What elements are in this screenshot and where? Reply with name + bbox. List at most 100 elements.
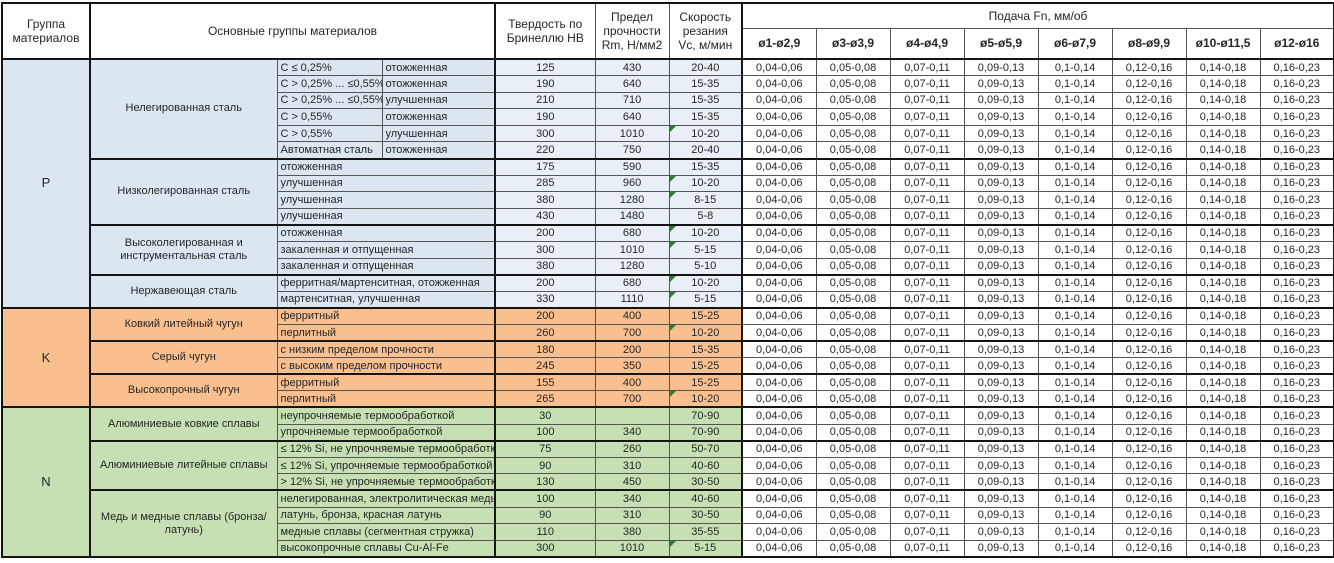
feed-cell: 0,16-0,23 bbox=[1259, 523, 1334, 541]
feed-cell: 0,09-0,13 bbox=[963, 506, 1039, 525]
hardness-cell: 200 bbox=[494, 273, 596, 292]
hardness-cell: 220 bbox=[494, 141, 596, 160]
hardness-cell: 430 bbox=[494, 207, 596, 226]
feed-cell: 0,04-0,06 bbox=[741, 324, 817, 342]
speed-value: 10-20 bbox=[691, 127, 720, 140]
speed-value: 70-90 bbox=[691, 426, 720, 439]
feed-cell: 0,1-0,14 bbox=[1037, 456, 1113, 475]
feed-cell: 0,1-0,14 bbox=[1037, 539, 1113, 558]
hardness-cell: 125 bbox=[494, 58, 596, 77]
hardness-cell: 300 bbox=[494, 539, 596, 558]
speed-cell: 30-50 bbox=[668, 473, 744, 491]
feed-cell: 0,05-0,08 bbox=[815, 75, 891, 93]
feed-cell: 0,12-0,16 bbox=[1111, 357, 1187, 375]
feed-cell: 0,05-0,08 bbox=[815, 390, 891, 408]
feed-cell: 0,12-0,16 bbox=[1111, 157, 1187, 176]
speed-value: 15-35 bbox=[691, 94, 720, 107]
feed-cell: 0,16-0,23 bbox=[1259, 390, 1334, 408]
feed-cell: 0,05-0,08 bbox=[815, 108, 891, 126]
speed-cell: 15-35 bbox=[668, 108, 744, 126]
comment-flag-icon bbox=[670, 292, 676, 298]
feed-cell: 0,04-0,06 bbox=[741, 207, 817, 226]
feed-cell: 0,12-0,16 bbox=[1111, 207, 1187, 226]
feed-cell: 0,14-0,18 bbox=[1185, 108, 1261, 126]
feed-cell: 0,04-0,06 bbox=[741, 141, 817, 160]
feed-cell: 0,16-0,23 bbox=[1259, 506, 1334, 525]
comment-flag-icon bbox=[670, 192, 676, 199]
table-header: Группа материалов Основные группы матери… bbox=[1, 2, 1334, 60]
spec-cell: улучшенная bbox=[276, 174, 496, 193]
strength-cell: 1010 bbox=[594, 124, 670, 143]
subgroup-cell: Нержавеющая сталь bbox=[89, 273, 278, 309]
strength-cell: 710 bbox=[594, 91, 670, 110]
feed-cell: 0,1-0,14 bbox=[1037, 273, 1113, 292]
speed-cell: 10-20 bbox=[668, 223, 744, 243]
feed-cell: 0,07-0,11 bbox=[889, 108, 965, 126]
feed-cell: 0,07-0,11 bbox=[889, 357, 965, 375]
feed-cell: 0,16-0,23 bbox=[1259, 223, 1334, 243]
spec-cell: упрочняемые термообработкой bbox=[276, 423, 496, 442]
feed-cell: 0,07-0,11 bbox=[889, 290, 965, 309]
speed-value: 5-15 bbox=[694, 293, 717, 306]
feed-cell: 0,12-0,16 bbox=[1111, 456, 1187, 475]
spec-cell: ≤ 12% Si, не упрочняемые термообработкой bbox=[276, 439, 496, 458]
feed-cell: 0,04-0,06 bbox=[741, 75, 817, 93]
feed-cell: 0,16-0,23 bbox=[1259, 340, 1334, 359]
feed-cell: 0,1-0,14 bbox=[1037, 340, 1113, 359]
feed-cell: 0,12-0,16 bbox=[1111, 324, 1187, 342]
spec-condition-cell: отожженная bbox=[381, 75, 496, 93]
spec-cell: C ≤ 0,25% bbox=[276, 58, 383, 77]
hardness-cell: 180 bbox=[494, 340, 596, 359]
feed-cell: 0,14-0,18 bbox=[1185, 174, 1261, 193]
feed-cell: 0,1-0,14 bbox=[1037, 290, 1113, 309]
feed-cell: 0,05-0,08 bbox=[815, 91, 891, 110]
strength-cell: 450 bbox=[594, 473, 670, 491]
feed-cell: 0,09-0,13 bbox=[963, 58, 1039, 77]
strength-cell: 1010 bbox=[594, 241, 670, 259]
table-row: латунь, бронза, красная латунь 90 310 30-50… bbox=[2, 506, 1334, 525]
header-feed-title: Подача Fn, мм/об bbox=[741, 2, 1334, 29]
group-cell: P bbox=[1, 58, 91, 309]
strength-cell: 400 bbox=[594, 373, 670, 392]
speed-value: 35-55 bbox=[691, 525, 720, 538]
table-row: Высоколегированная и инструментальная ст… bbox=[2, 223, 1334, 276]
feed-cell: 0,04-0,06 bbox=[741, 157, 817, 176]
feed-cell: 0,07-0,11 bbox=[889, 523, 965, 541]
feed-cell: 0,16-0,23 bbox=[1259, 423, 1334, 442]
comment-flag-icon bbox=[670, 242, 676, 249]
spec-cell: ферритный bbox=[276, 373, 496, 392]
spec-cell: C > 0,55% bbox=[276, 108, 383, 126]
feed-cell: 0,05-0,08 bbox=[815, 191, 891, 209]
strength-cell: 590 bbox=[594, 157, 670, 176]
feed-cell: 0,16-0,23 bbox=[1259, 290, 1334, 309]
feed-cell: 0,09-0,13 bbox=[963, 406, 1039, 425]
speed-cell: 5-8 bbox=[668, 207, 744, 226]
table-row: Серый чугун с низким пределом прочности 18… bbox=[2, 340, 1334, 375]
spec-cell: C > 0,25% ... ≤0,55% bbox=[276, 75, 383, 93]
feed-cell: 0,09-0,13 bbox=[963, 340, 1039, 359]
feed-cell: 0,07-0,11 bbox=[889, 257, 965, 276]
hardness-cell: 130 bbox=[494, 473, 596, 491]
speed-cell: 15-35 bbox=[668, 91, 744, 110]
feed-cell: 0,07-0,11 bbox=[889, 324, 965, 342]
feed-cell: 0,1-0,14 bbox=[1037, 357, 1113, 375]
speed-value: 20-40 bbox=[691, 144, 720, 157]
feed-cell: 0,1-0,14 bbox=[1037, 108, 1113, 126]
strength-cell: 1010 bbox=[594, 539, 670, 558]
feed-cell: 0,1-0,14 bbox=[1037, 523, 1113, 541]
feed-cell: 0,16-0,23 bbox=[1259, 191, 1334, 209]
spec-cell: C > 0,55% bbox=[276, 124, 383, 143]
feed-cell: 0,04-0,06 bbox=[741, 306, 817, 325]
spec-cell: нелегированная, электролитическая медь bbox=[276, 489, 496, 508]
feed-cell: 0,16-0,23 bbox=[1259, 539, 1334, 558]
feed-cell: 0,16-0,23 bbox=[1259, 373, 1334, 392]
speed-value: 40-60 bbox=[691, 459, 720, 472]
feed-cell: 0,07-0,11 bbox=[889, 91, 965, 110]
feed-cell: 0,07-0,11 bbox=[889, 273, 965, 292]
feed-cell: 0,1-0,14 bbox=[1037, 207, 1113, 226]
feed-cell: 0,12-0,16 bbox=[1111, 439, 1187, 458]
spec-cell: перлитный bbox=[276, 390, 496, 408]
hardness-cell: 100 bbox=[494, 423, 596, 442]
feed-cell: 0,07-0,11 bbox=[889, 191, 965, 209]
feed-cell: 0,09-0,13 bbox=[963, 473, 1039, 491]
